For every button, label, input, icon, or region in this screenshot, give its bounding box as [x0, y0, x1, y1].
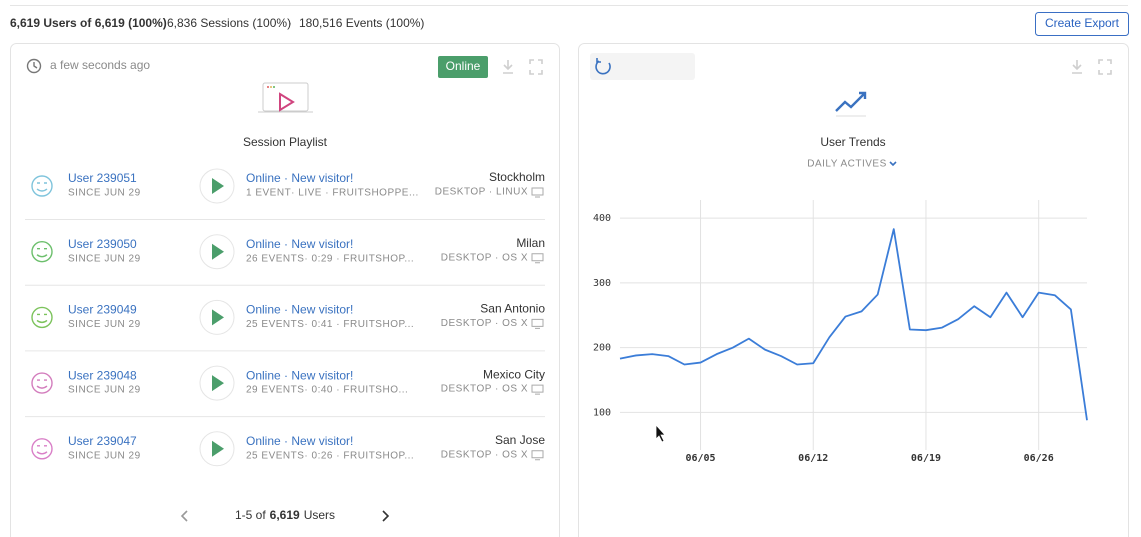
- play-icon[interactable]: [212, 243, 224, 260]
- device-icon: [531, 450, 544, 461]
- separator: ·: [157, 16, 161, 30]
- user-since: SINCE JUN 29: [68, 188, 141, 199]
- x-tick-label: 06/05: [685, 453, 715, 464]
- session-rows: User 239051 SINCE JUN 29 Online · New visi…: [25, 168, 545, 467]
- user-name[interactable]: User 239048: [68, 368, 137, 382]
- prev-page[interactable]: [180, 510, 188, 522]
- expand-icon[interactable]: [1098, 59, 1112, 75]
- city: Stockholm: [489, 170, 545, 184]
- online-badge-label[interactable]: Online: [446, 59, 481, 73]
- cursor: [655, 423, 666, 443]
- next-page[interactable]: [382, 510, 390, 522]
- y-tick-label: 200: [593, 343, 611, 354]
- play-icon[interactable]: [212, 375, 224, 392]
- user-name[interactable]: User 239047: [68, 434, 137, 448]
- trends-title: User Trends: [820, 135, 885, 149]
- device-icon: [531, 253, 544, 264]
- x-tick-label: 06/19: [911, 453, 941, 464]
- user-since: SINCE JUN 29: [68, 385, 141, 396]
- session-status[interactable]: Online · New visitor!: [246, 171, 353, 185]
- pagination: 1-5 of 6,619 Users: [235, 508, 335, 522]
- city: San Jose: [495, 433, 545, 447]
- play-icon[interactable]: [212, 440, 224, 457]
- clock-icon: [26, 58, 42, 74]
- separator: ·: [288, 16, 292, 30]
- refresh-icon[interactable]: [595, 58, 611, 75]
- playlist-icon: [258, 82, 313, 113]
- city: Mexico City: [483, 367, 545, 381]
- device: DESKTOP · OS X: [441, 384, 528, 395]
- session-status[interactable]: Online · New visitor!: [246, 237, 353, 251]
- session-status[interactable]: Online · New visitor!: [246, 368, 353, 382]
- city: Milan: [516, 236, 545, 250]
- device: DESKTOP · OS X: [441, 252, 528, 263]
- trend-icon: [835, 91, 867, 117]
- y-tick-label: 300: [593, 278, 611, 289]
- session-detail: 26 EVENTS· 0:29 · FRUITSHOP...: [246, 253, 414, 264]
- city: San Antonio: [480, 302, 545, 316]
- device-icon: [531, 318, 544, 329]
- device: DESKTOP · LINUX: [435, 187, 528, 198]
- device-icon: [531, 384, 544, 395]
- user-since: SINCE JUN 29: [68, 450, 141, 461]
- session-detail: 1 EVENT· LIVE · FRUITSHOPPE...: [246, 188, 419, 199]
- session-detail: 29 EVENTS· 0:40 · FRUITSHO...: [246, 385, 408, 396]
- y-tick-label: 400: [593, 213, 611, 224]
- user-since: SINCE JUN 29: [68, 319, 141, 330]
- y-tick-label: 100: [593, 407, 611, 418]
- user-name[interactable]: User 239050: [68, 237, 137, 251]
- avatar-face: [36, 248, 48, 258]
- device: DESKTOP · OS X: [441, 318, 528, 329]
- device: DESKTOP · OS X: [441, 449, 528, 460]
- expand-icon[interactable]: [529, 59, 543, 75]
- page-total: 6,619: [270, 508, 300, 522]
- create-export-label[interactable]: Create Export: [1045, 16, 1120, 30]
- last-updated: a few seconds ago: [50, 58, 150, 72]
- avatar: [31, 306, 53, 329]
- page-unit: Users: [304, 508, 335, 522]
- trend-chart: 100 200 300 400 06/05 06/12 06/19 06/26: [593, 200, 1088, 464]
- create-export-button[interactable]: Create Export: [1035, 12, 1129, 36]
- avatar: [31, 438, 53, 460]
- device-icon: [531, 187, 544, 198]
- avatar-face: [36, 379, 48, 389]
- playlist-title: Session Playlist: [243, 135, 328, 149]
- download-icon[interactable]: [1072, 60, 1082, 74]
- session-status[interactable]: Online · New visitor!: [246, 303, 353, 317]
- users-summary: 6,619 Users of 6,619 (100%): [10, 16, 167, 30]
- session-detail: 25 EVENTS· 0:41 · FRUITSHOP...: [246, 319, 414, 330]
- trends-panel: [578, 43, 1129, 537]
- user-name[interactable]: User 239049: [68, 303, 137, 317]
- avatar: [31, 240, 53, 263]
- session-detail: 25 EVENTS· 0:26 · FRUITSHOP...: [246, 450, 414, 461]
- avatar-face: [36, 313, 48, 324]
- trend-line: [619, 228, 1088, 421]
- avatar: [31, 372, 53, 394]
- online-badge[interactable]: [438, 56, 488, 78]
- play-icon[interactable]: [212, 309, 224, 326]
- playlist-panel: [10, 43, 560, 537]
- sessions-summary: 6,836 Sessions (100%): [167, 16, 291, 30]
- user-since: SINCE JUN 29: [68, 253, 141, 264]
- page-range: 1-5 of: [235, 508, 266, 522]
- avatar-face: [36, 445, 48, 455]
- avatar-face: [36, 182, 48, 192]
- x-tick-label: 06/26: [1024, 453, 1054, 464]
- avatar: [31, 175, 53, 197]
- events-summary: 180,516 Events (100%): [299, 16, 424, 30]
- user-name[interactable]: User 239051: [68, 171, 137, 185]
- metric-chevron[interactable]: [889, 161, 897, 167]
- download-icon[interactable]: [503, 60, 513, 74]
- x-tick-label: 06/12: [798, 453, 828, 464]
- metric-selector[interactable]: DAILY ACTIVES: [807, 159, 887, 170]
- play-icon[interactable]: [212, 178, 224, 194]
- refresh-field[interactable]: [590, 53, 695, 80]
- session-status[interactable]: Online · New visitor!: [246, 434, 353, 448]
